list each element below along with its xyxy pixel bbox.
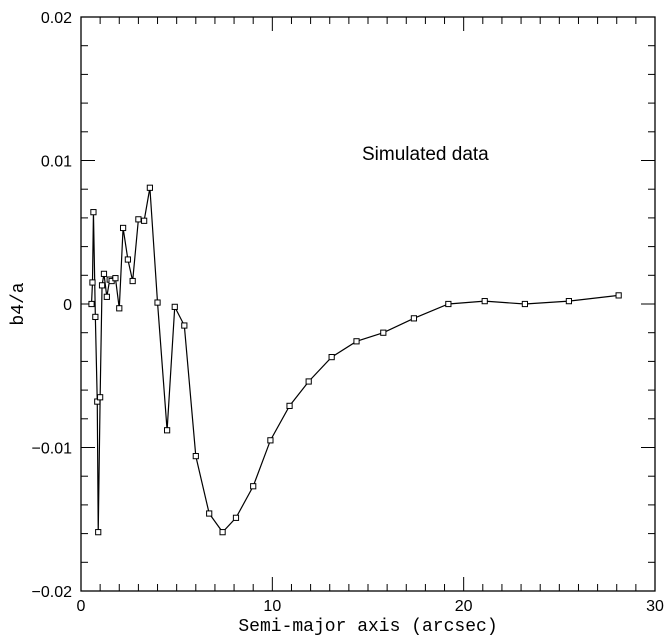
- data-point-marker: [103, 293, 110, 300]
- data-point-marker: [380, 329, 387, 336]
- data-point-marker: [353, 338, 360, 345]
- data-point-marker: [521, 300, 528, 308]
- axis-ticks: [81, 17, 655, 591]
- data-point-marker: [232, 514, 240, 521]
- data-point-marker: [154, 299, 161, 306]
- data-point-marker: [129, 277, 136, 285]
- data-point-marker: [112, 275, 119, 282]
- data-point-marker: [445, 300, 452, 308]
- data-point-marker: [286, 402, 293, 409]
- y-tick-label: −0.01: [32, 441, 73, 458]
- x-tick-label: 20: [455, 598, 473, 615]
- data-point-marker: [250, 483, 257, 490]
- x-tick-label: 30: [646, 598, 664, 615]
- data-point-marker: [267, 437, 274, 444]
- data-point-marker: [328, 353, 335, 361]
- data-point-marker: [565, 298, 572, 305]
- data-point-marker: [192, 453, 199, 460]
- data-point-marker: [481, 298, 488, 305]
- data-point-marker: [305, 378, 312, 385]
- y-tick-label: 0.02: [41, 10, 72, 27]
- series-markers: [88, 184, 622, 536]
- data-point-marker: [181, 322, 188, 329]
- data-point-marker: [119, 224, 127, 232]
- data-point-marker: [89, 279, 96, 286]
- data-point-marker: [116, 305, 123, 312]
- data-point-marker: [164, 427, 171, 434]
- data-point-marker: [206, 510, 213, 517]
- data-point-marker: [146, 184, 153, 191]
- y-tick-label: 0.01: [41, 154, 72, 171]
- x-tick-label: 0: [77, 598, 86, 615]
- data-point-marker: [95, 529, 102, 536]
- data-point-marker: [141, 217, 148, 224]
- data-point-marker: [88, 300, 95, 308]
- data-point-marker: [135, 216, 142, 223]
- data-point-marker: [98, 282, 106, 289]
- data-point-marker: [615, 292, 622, 299]
- data-point-marker: [171, 303, 178, 310]
- data-point-marker: [90, 209, 97, 216]
- data-point-marker: [124, 256, 131, 263]
- data-point-marker: [410, 315, 418, 322]
- y-tick-label: 0: [63, 297, 72, 314]
- annotation-label: Simulated data: [362, 144, 489, 165]
- y-tick-label: −0.02: [32, 584, 73, 601]
- data-point-marker: [219, 529, 226, 536]
- data-point-marker: [100, 270, 108, 277]
- x-axis-title: Semi-major axis (arcsec): [238, 617, 497, 637]
- tick-labels: 0 10 20 30 −0.02 −0.01 0 0.01 0.02: [32, 10, 664, 615]
- y-axis-title: b4/a: [9, 282, 29, 325]
- data-point-marker: [97, 394, 104, 401]
- x-tick-label: 10: [263, 598, 281, 615]
- data-point-marker: [92, 313, 99, 321]
- series-line: [90, 187, 619, 534]
